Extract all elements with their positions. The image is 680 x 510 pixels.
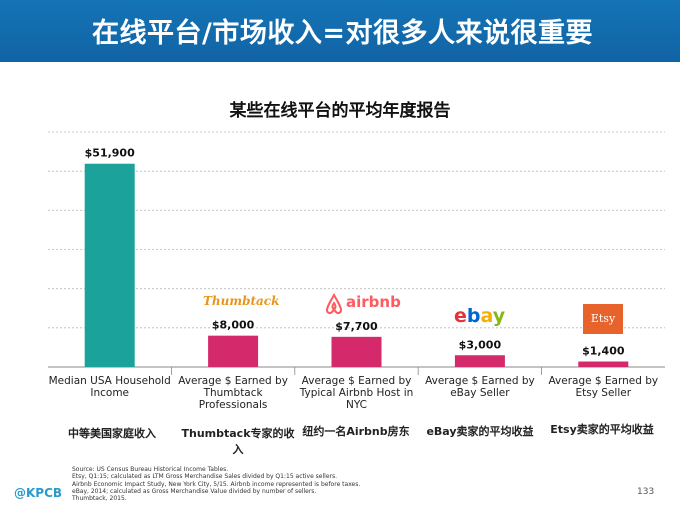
category-label: Average $ Earned by Typical Airbnb Host i… [299,375,414,411]
bar [84,163,135,367]
annotation-cn: 纽约一名Airbnb房东 [302,425,410,438]
source-line: eBay, 2014; calculated as Gross Merchand… [72,487,317,495]
annotation-cn: Etsy卖家的平均收益 [550,423,654,436]
source-notes: Source: US Census Bureau Historical Inco… [72,466,360,502]
bar [454,355,505,367]
annotation-cn: Thumbtack专家的收入 [181,427,295,456]
kpcb-logo: @KPCB [14,486,63,500]
source-line: Etsy, Q1:15; calculated as LTM Gross Mer… [72,473,338,481]
thumbtack-logo: Thumbtack [203,294,280,308]
category-label: Average $ Earned by Thumbtack Professional… [178,375,288,411]
source-line: Thumbtack, 2015. [72,495,127,503]
source-line: Airbnb Economic Impact Study, New York C… [72,480,361,488]
source-line: Source: US Census Bureau Historical Inco… [72,466,229,473]
bar [208,335,259,367]
ebay-logo: ebay [454,305,506,327]
chart-title: 某些在线平台的平均年度报告 [229,101,451,121]
bar [578,361,629,367]
data-label: $51,900 [85,147,135,160]
header-banner: 在线平台/市场收入=对很多人来说很重要 [0,0,680,62]
category-label: Median USA Household Income [49,375,171,399]
category-label: Average $ Earned by eBay Seller [425,375,535,399]
data-label: $3,000 [459,338,502,351]
data-label: $1,400 [582,345,625,358]
annotation-cn: 中等美国家庭收入 [68,427,156,440]
page-number: 133 [637,487,655,497]
data-label: $8,000 [212,319,255,332]
airbnb-logo: airbnb [324,293,401,315]
bar-chart: $51,900 Median USA Household Income $8,000 A… [48,131,665,411]
bar [331,336,382,367]
etsy-logo: Etsy [583,304,623,334]
annotation-cn: eBay卖家的平均收益 [426,425,534,438]
data-label: $7,700 [335,320,378,333]
page-title: 在线平台/市场收入=对很多人来说很重要 [92,18,593,49]
category-label: Average $ Earned by Etsy Seller [548,375,658,399]
